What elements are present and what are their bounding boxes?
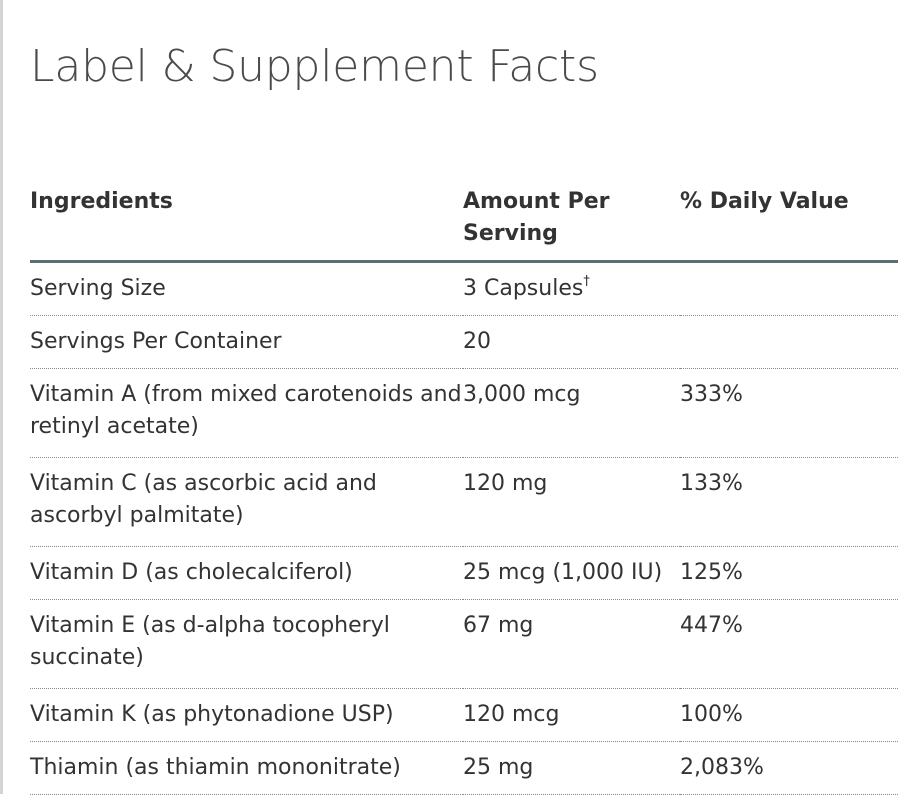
table-header-row: Ingredients Amount Per Serving % Daily V… [30, 184, 898, 263]
left-border [0, 0, 3, 794]
ingredient-cell: Serving Size [30, 261, 463, 316]
ingredient-cell: Vitamin D (as cholecalciferol) [30, 546, 463, 600]
table-row: Vitamin E (as d-alpha tocopheryl succina… [30, 599, 898, 689]
ingredient-cell: Vitamin C (as ascorbic acid and ascorbyl… [30, 457, 463, 547]
amount-cell: 120 mg [463, 457, 680, 547]
page-title: Label & Supplement Facts [30, 41, 599, 92]
ingredient-cell: Servings Per Container [30, 315, 463, 369]
table-row: Vitamin D (as cholecalciferol) 25 mcg (1… [30, 546, 898, 600]
amount-cell: 120 mcg [463, 688, 680, 742]
amount-cell: 67 mg [463, 599, 680, 689]
table-row: Vitamin A (from mixed carotenoids and re… [30, 368, 898, 458]
ingredient-cell: Thiamin (as thiamin mononitrate) [30, 741, 463, 795]
daily-value-cell: 2,083% [680, 741, 898, 795]
table-row: Servings Per Container 20 [30, 315, 898, 369]
amount-cell: 25 mcg (1,000 IU) [463, 546, 680, 600]
header-amount-per-serving: Amount Per Serving [463, 184, 680, 263]
amount-cell: 25 mg [463, 741, 680, 795]
table-row: Thiamin (as thiamin mononitrate) 25 mg 2… [30, 741, 898, 795]
amount-cell: 3 Capsules† [463, 261, 680, 316]
amount-cell: 20 [463, 315, 680, 369]
daily-value-cell: 100% [680, 688, 898, 742]
table-row: Serving Size 3 Capsules† [30, 261, 898, 316]
daily-value-cell: 447% [680, 599, 898, 689]
amount-cell: 3,000 mcg [463, 368, 680, 458]
daily-value-cell: 125% [680, 546, 898, 600]
ingredient-cell: Vitamin A (from mixed carotenoids and re… [30, 368, 463, 458]
ingredient-cell: Vitamin E (as d-alpha tocopheryl succina… [30, 599, 463, 689]
amount-value: 3 Capsules [463, 276, 584, 301]
header-ingredients: Ingredients [30, 184, 463, 263]
daily-value-cell [680, 261, 898, 316]
dagger-footnote-mark: † [583, 273, 590, 289]
daily-value-cell: 333% [680, 368, 898, 458]
daily-value-cell: 133% [680, 457, 898, 547]
header-daily-value: % Daily Value [680, 184, 898, 263]
table-row: Vitamin C (as ascorbic acid and ascorbyl… [30, 457, 898, 547]
ingredient-cell: Vitamin K (as phytonadione USP) [30, 688, 463, 742]
daily-value-cell [680, 315, 898, 369]
supplement-facts-table: Ingredients Amount Per Serving % Daily V… [30, 184, 898, 795]
table-row: Vitamin K (as phytonadione USP) 120 mcg … [30, 688, 898, 742]
